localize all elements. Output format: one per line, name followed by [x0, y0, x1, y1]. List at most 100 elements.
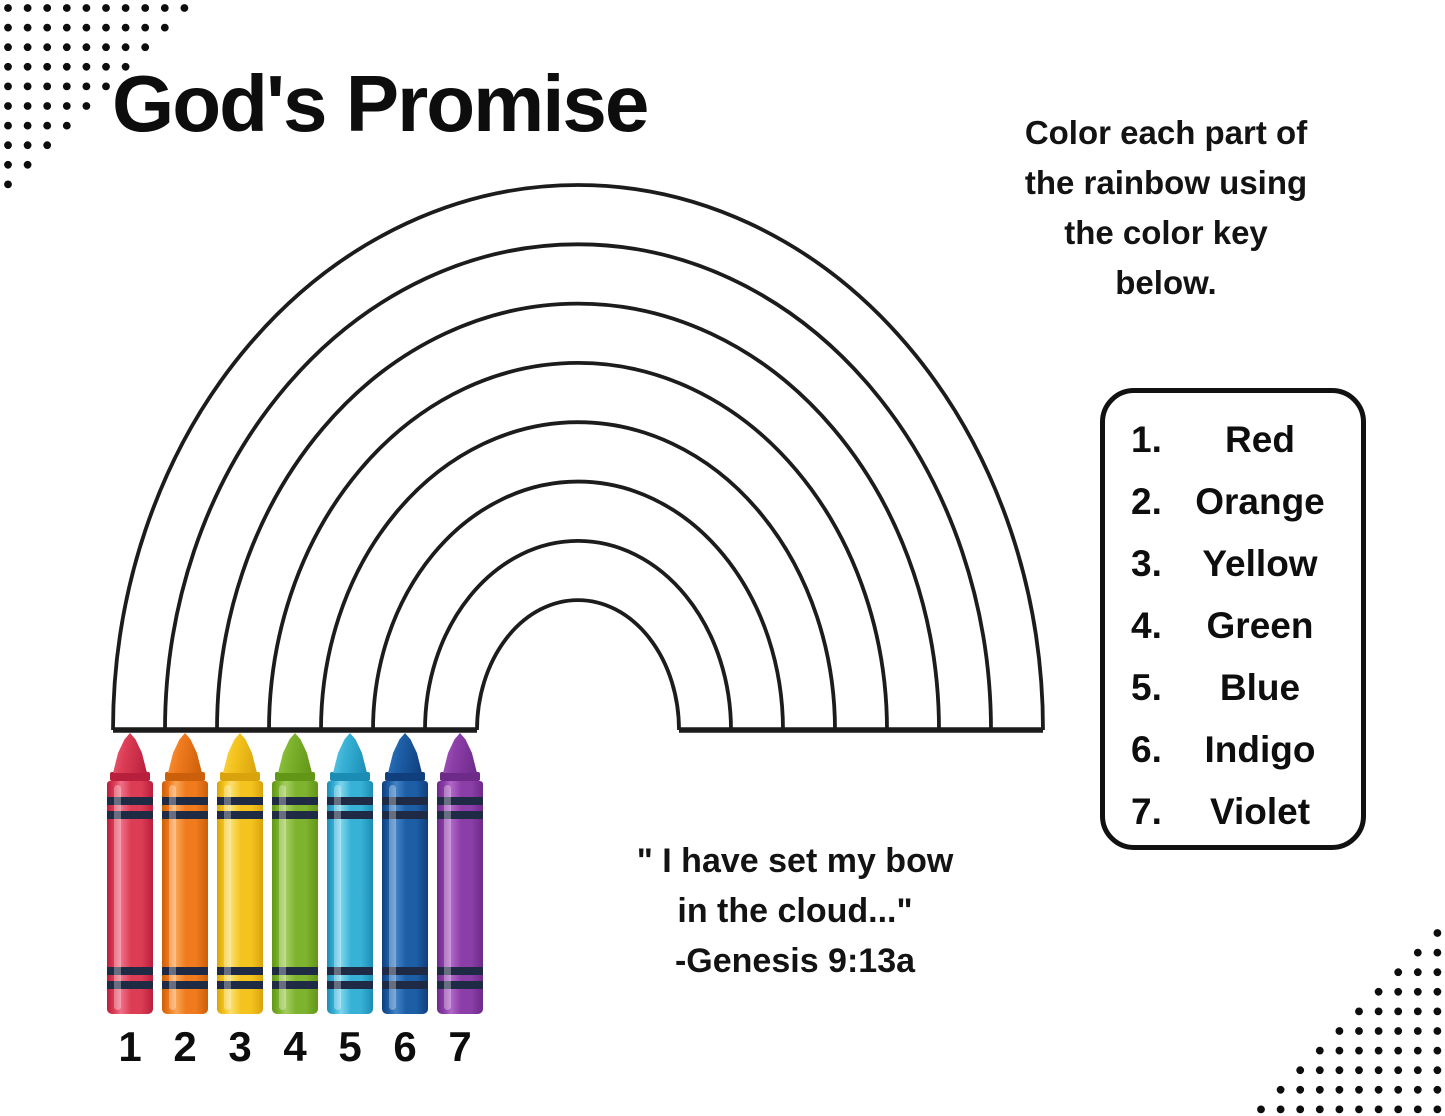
crayon-collar [384, 772, 426, 781]
rainbow-arc-line [371, 479, 785, 731]
decor-dot [62, 43, 71, 52]
decor-dot [1413, 1085, 1422, 1094]
decor-dot [1335, 1046, 1344, 1055]
color-key-item-red: 1. Red [1131, 409, 1343, 471]
crayon-shine [334, 785, 341, 1010]
crayon-tip [442, 733, 478, 773]
crayon-stripe [217, 797, 263, 805]
decor-dot [1413, 1007, 1422, 1016]
decor-dot [62, 121, 71, 130]
decor-dot [102, 4, 110, 12]
decor-dot [62, 23, 71, 32]
crayon-body [217, 781, 263, 1014]
decor-dot [1413, 1066, 1422, 1075]
crayon-stripe [437, 981, 483, 989]
crayon-stripe [107, 981, 153, 989]
rainbow-arc-line [475, 598, 681, 731]
crayon-yellow: 3 [217, 733, 263, 1068]
decor-dot [62, 82, 71, 91]
crayon-stripe [272, 811, 318, 819]
crayon-number: 5 [338, 1023, 362, 1070]
decor-dot [23, 43, 32, 52]
rainbow-arc-line [267, 361, 889, 731]
crayon-number: 1 [118, 1023, 142, 1070]
color-key-label: Violet [1209, 791, 1311, 832]
crayon-stripe [382, 981, 428, 989]
decor-dot [121, 4, 130, 12]
crayon-stripe [272, 797, 318, 805]
crayon-indigo: 6 [382, 733, 428, 1068]
color-key-item-orange: 2. Orange [1131, 471, 1343, 533]
decor-dot [102, 82, 110, 91]
crayon-shine [279, 785, 286, 1010]
crayon-collar [439, 772, 481, 781]
decor-dot [1433, 1007, 1442, 1016]
decor-dot [1394, 1027, 1403, 1035]
crayon-stripe [382, 811, 428, 819]
crayon-shine [114, 785, 121, 1010]
crayon-body [162, 781, 208, 1014]
decor-dot [102, 62, 110, 71]
decor-dot [43, 23, 52, 32]
crayon-stripe [162, 811, 208, 819]
decor-dot [4, 4, 12, 12]
color-key-item-indigo: 6. Indigo [1131, 719, 1343, 781]
decor-dot [1413, 968, 1422, 977]
decor-dot [160, 4, 169, 12]
crayon-stripe [437, 811, 483, 819]
crayon-shine [169, 785, 176, 1010]
decor-dot [43, 82, 52, 91]
decor-dot [82, 82, 91, 91]
color-key-label: Yellow [1202, 543, 1318, 584]
color-key-label: Orange [1195, 481, 1325, 522]
decor-dot [62, 4, 71, 12]
decor-dot [4, 121, 12, 130]
decor-dot [180, 4, 189, 12]
decor-dot [1335, 1085, 1344, 1094]
decor-dot [1374, 1027, 1383, 1035]
decor-dot [1394, 1007, 1403, 1016]
decor-dot [1315, 1105, 1324, 1114]
decor-dot [1433, 1027, 1442, 1035]
decor-dot [1394, 1066, 1403, 1075]
crayon-number: 3 [228, 1023, 252, 1070]
decor-dot [1374, 1066, 1383, 1075]
crayon-stripe [162, 981, 208, 989]
instructions-line: below. [1115, 264, 1217, 301]
decor-dot [1433, 1085, 1442, 1094]
crayon-stripe [107, 967, 153, 975]
decor-dot [1355, 1046, 1363, 1055]
crayon-collar [164, 772, 206, 781]
decor-dot [23, 4, 32, 12]
color-key-number: 2. [1131, 481, 1162, 522]
decor-dot [1413, 1027, 1422, 1035]
decor-dot [43, 4, 52, 12]
instructions-line: the rainbow using [1024, 164, 1308, 201]
crayon-blue: 5 [327, 733, 373, 1068]
decor-dot [82, 4, 91, 12]
crayon-collar [219, 772, 261, 781]
decor-dot [1374, 1105, 1383, 1114]
decor-dot [23, 102, 32, 110]
verse-line: " I have set my bow [636, 842, 954, 880]
crayon-tip [167, 733, 203, 773]
instructions-line: the color key [1064, 214, 1268, 251]
decor-dot [1315, 1066, 1324, 1075]
decor-dot [1433, 929, 1442, 937]
page-title: God's Promise [112, 59, 649, 148]
decor-dot [82, 43, 91, 52]
decor-dot [23, 62, 32, 71]
decor-dot [1413, 987, 1422, 996]
crayon-number: 2 [173, 1023, 197, 1070]
decor-dot [1433, 1066, 1442, 1075]
crayon-stripe [437, 797, 483, 805]
decor-dot [1257, 1105, 1265, 1114]
decor-dot [1296, 1085, 1305, 1094]
crayon-stripe [217, 967, 263, 975]
color-key-label: Green [1206, 605, 1314, 646]
crayon-stripe [382, 797, 428, 805]
decor-dot [23, 23, 32, 32]
crayon-number: 4 [283, 1023, 307, 1070]
decor-dot [4, 180, 12, 189]
